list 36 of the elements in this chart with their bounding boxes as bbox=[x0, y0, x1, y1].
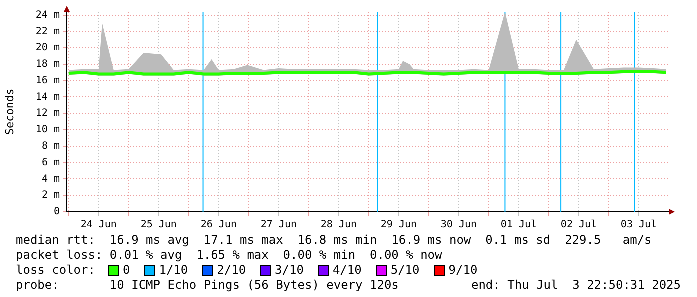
text: 5/10 bbox=[390, 263, 420, 278]
y-tick-label: 0 bbox=[54, 206, 60, 218]
x-tick-label: 28 Jun bbox=[320, 220, 357, 231]
text: 2/10 bbox=[217, 263, 246, 278]
x-tick-label: 30 Jun bbox=[440, 220, 478, 231]
y-tick-label: 10 m bbox=[36, 124, 60, 136]
x-tick-label: 03 Jul bbox=[620, 220, 658, 231]
x-tick-label: 24 Jun bbox=[80, 220, 117, 231]
y-tick-label: 6 m bbox=[42, 157, 60, 168]
y-tick-label: 2 m bbox=[42, 190, 60, 202]
text: 4/10 bbox=[332, 263, 362, 278]
text: 9/10 bbox=[448, 263, 478, 278]
x-tick-label: 01 Jul bbox=[500, 220, 538, 231]
y-tick-label: 16 m bbox=[36, 75, 60, 86]
y-tick-label: 18 m bbox=[36, 59, 60, 70]
x-tick-label: 02 Jul bbox=[560, 220, 598, 231]
y-tick-label: 8 m bbox=[42, 141, 60, 152]
x-tick-label: 25 Jun bbox=[140, 220, 177, 231]
text: loss color: bbox=[16, 263, 96, 278]
text: packet loss: 0.01 % avg 1.65 % max 0.00 % min 0.00 % now bbox=[16, 248, 442, 263]
x-tick-label: 27 Jun bbox=[260, 220, 297, 231]
y-tick-label: 24 m bbox=[36, 10, 60, 21]
text: probe: 10 ICMP Echo Pings (56 Bytes) every 120s bbox=[16, 278, 399, 293]
text: median rtt: 16.9 ms avg 17.1 ms max 16.8 ms min 16.9 ms now 0.1 ms sd 229.5 am/s bbox=[16, 233, 652, 248]
text: end: Thu Jul 3 22:50:31 2025 bbox=[471, 278, 681, 293]
y-tick-label: 20 m bbox=[36, 42, 60, 54]
x-tick-label: 26 Jun bbox=[200, 220, 237, 231]
y-tick-label: 12 m bbox=[36, 108, 60, 120]
text: 3/10 bbox=[275, 263, 304, 278]
text: 0 bbox=[123, 263, 130, 278]
y-tick-label: 14 m bbox=[36, 92, 60, 103]
text: 1/10 bbox=[159, 263, 188, 278]
x-tick-label: 29 Jun bbox=[380, 220, 418, 231]
y-tick-label: 22 m bbox=[36, 26, 60, 38]
y-tick-label: 4 m bbox=[42, 174, 60, 185]
y-axis-title: Seconds bbox=[3, 88, 16, 136]
